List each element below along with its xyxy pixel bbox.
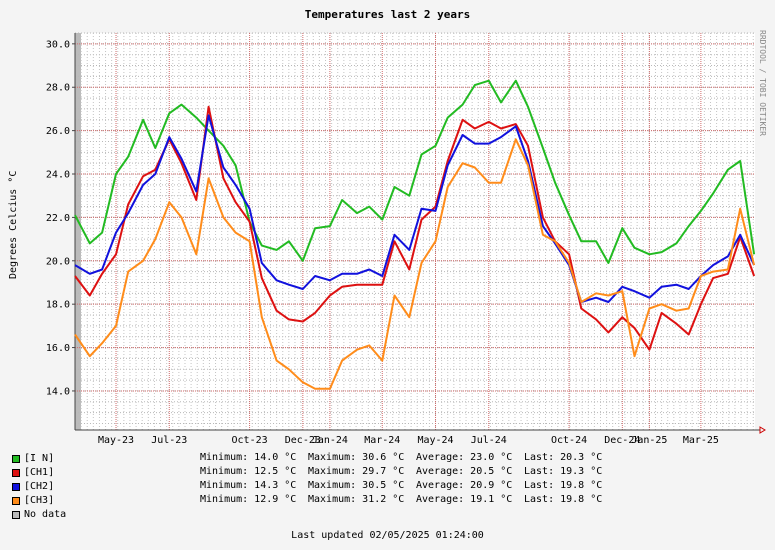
stat-maximum: Maximum: 31.2 °C — [308, 494, 405, 505]
x-tick-label: Jul-23 — [151, 435, 187, 446]
stat-minimum: Minimum: 12.9 °C — [200, 494, 297, 505]
x-tick-label: Oct-24 — [551, 435, 587, 446]
x-tick-label: May-23 — [98, 435, 134, 446]
last-updated: Last updated 02/05/2025 01:24:00 — [291, 530, 484, 541]
x-tick-label: Oct-23 — [232, 435, 268, 446]
legend-item-ch2: [CH2] — [12, 480, 66, 493]
axes — [72, 33, 766, 434]
rrdtool-credit: RRDTOOL / TOBI OETIKER — [758, 30, 767, 136]
stats-row-ch1: Minimum: 12.5 °C Maximum: 29.7 °C Averag… — [200, 466, 602, 479]
stats-row-in: Minimum: 14.0 °C Maximum: 30.6 °C Averag… — [200, 452, 602, 465]
y-tick-label: 28.0 — [46, 83, 70, 94]
legend-swatch — [12, 454, 20, 463]
series-line-ch1 — [74, 105, 756, 351]
legend-label: [CH1] — [24, 467, 55, 478]
y-tick-label: 18.0 — [46, 300, 70, 311]
no-data-strip — [75, 33, 81, 430]
y-tick-label: 22.0 — [46, 213, 70, 224]
x-tick-label: Dec-23 — [285, 435, 321, 446]
series-line-ch2 — [74, 114, 756, 303]
x-tick-label: May-24 — [417, 435, 453, 446]
x-tick-label: Jan-25 — [631, 435, 667, 446]
stat-minimum: Minimum: 14.0 °C — [200, 452, 297, 463]
stat-average: Average: 20.9 °C — [416, 480, 513, 491]
y-tick-label: 20.0 — [46, 256, 70, 267]
x-tick-label: Dec-24 — [604, 435, 640, 446]
grid — [74, 32, 755, 430]
stat-last: Last: 20.3 °C — [524, 452, 603, 463]
y-tick-label: 30.0 — [46, 39, 70, 50]
stat-average: Average: 19.1 °C — [416, 494, 513, 505]
stats-table: Minimum: 14.0 °C Maximum: 30.6 °C Averag… — [200, 452, 602, 508]
stat-average: Average: 20.5 °C — [416, 466, 513, 477]
stat-last: Last: 19.3 °C — [524, 466, 603, 477]
legend-swatch — [12, 468, 20, 477]
stat-minimum: Minimum: 14.3 °C — [200, 480, 297, 491]
stat-minimum: Minimum: 12.5 °C — [200, 466, 297, 477]
y-tick-label: 14.0 — [46, 386, 70, 397]
legend-item-ch3: [CH3] — [12, 494, 66, 507]
series-line-ch3 — [74, 138, 756, 390]
stat-average: Average: 23.0 °C — [416, 452, 513, 463]
y-tick-label: 16.0 — [46, 343, 70, 354]
legend-label: No data — [24, 509, 67, 520]
legend-swatch — [12, 510, 20, 519]
series-lines — [74, 79, 756, 390]
stats-row-ch2: Minimum: 14.3 °C Maximum: 30.5 °C Averag… — [200, 480, 602, 493]
x-tick-label: Mar-24 — [364, 435, 400, 446]
legend-label: [CH2] — [24, 481, 55, 492]
stat-maximum: Maximum: 30.6 °C — [308, 452, 405, 463]
legend-item-nodata: No data — [12, 508, 66, 521]
legend-swatch — [12, 496, 20, 505]
stat-maximum: Maximum: 30.5 °C — [308, 480, 405, 491]
x-tick-label: Jan-24 — [312, 435, 348, 446]
legend-item-ch1: [CH1] — [12, 466, 66, 479]
legend-swatch — [12, 482, 20, 491]
series-line-in — [74, 79, 756, 264]
stat-last: Last: 19.8 °C — [524, 494, 603, 505]
x-axis-arrow — [759, 426, 766, 434]
legend-label: [CH3] — [24, 495, 55, 506]
stat-maximum: Maximum: 29.7 °C — [308, 466, 405, 477]
x-tick-label: Mar-25 — [683, 435, 719, 446]
stats-row-ch3: Minimum: 12.9 °C Maximum: 31.2 °C Averag… — [200, 494, 602, 507]
x-tick-label: Jul-24 — [471, 435, 507, 446]
legend-item-in: [I N] — [12, 452, 66, 465]
y-tick-label: 24.0 — [46, 170, 70, 181]
legend-label: [I N] — [24, 453, 55, 464]
tick-labels: 30.0 28.0 26.0 24.0 22.0 20.0 18.0 16.0 14.0 May-… — [46, 39, 719, 446]
chart-title: Temperatures last 2 years — [304, 8, 471, 21]
stat-last: Last: 19.8 °C — [524, 480, 603, 491]
legend: [I N] [CH1] [CH2] [CH3] No data — [12, 452, 66, 522]
y-tick-label: 26.0 — [46, 126, 70, 137]
